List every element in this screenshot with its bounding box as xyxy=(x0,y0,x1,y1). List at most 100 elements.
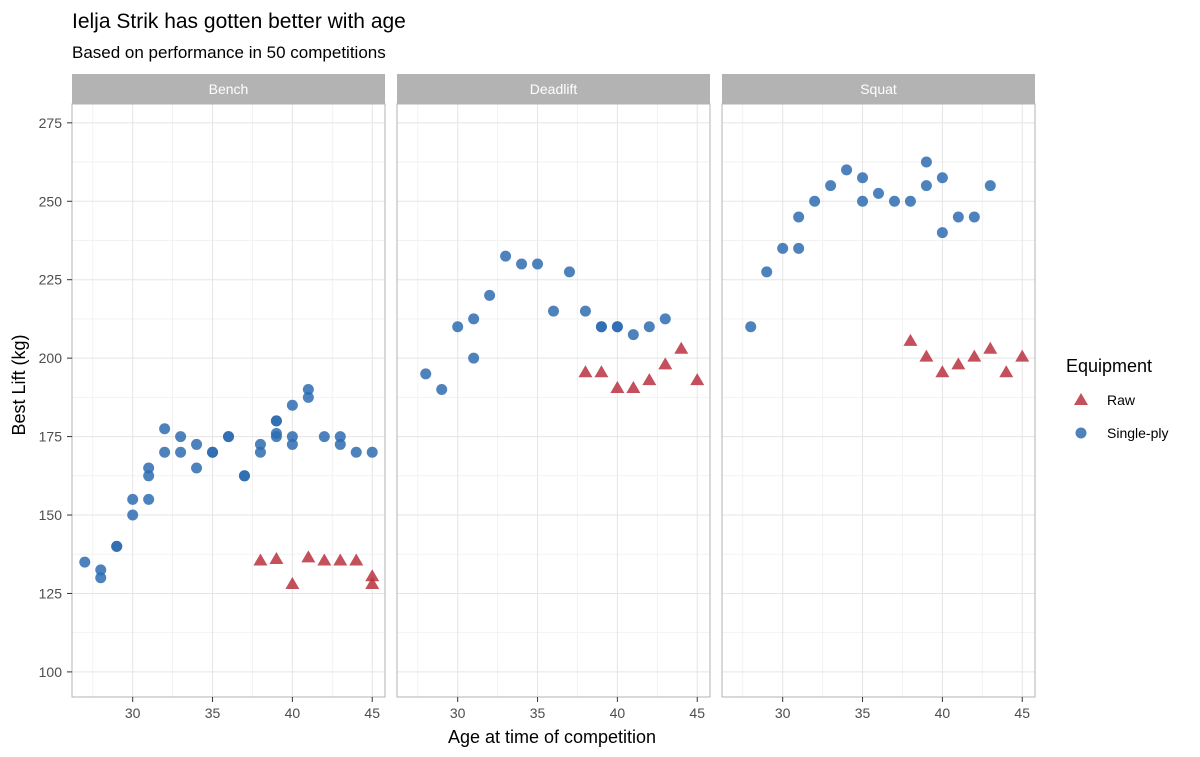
facet-strip xyxy=(722,74,1035,104)
x-tick-label: 45 xyxy=(689,705,705,721)
data-point-raw xyxy=(674,341,689,354)
panel-border xyxy=(396,103,711,698)
y-tick-label: 100 xyxy=(39,664,63,680)
data-point-raw xyxy=(301,550,316,563)
data-point-single-ply xyxy=(127,509,139,521)
data-point-single-ply xyxy=(643,321,655,333)
data-point-single-ply xyxy=(270,415,282,427)
data-point-single-ply xyxy=(825,180,837,192)
panel-border xyxy=(71,103,386,698)
x-tick-label: 30 xyxy=(125,705,141,721)
legend-key-raw xyxy=(1074,393,1088,405)
facet-strip xyxy=(397,74,710,104)
facet-strip xyxy=(72,74,385,104)
data-point-raw xyxy=(935,365,950,378)
x-tick-label: 40 xyxy=(285,705,301,721)
data-point-single-ply xyxy=(888,195,900,207)
y-tick-label: 275 xyxy=(39,115,63,131)
panel-background xyxy=(72,104,385,697)
data-point-single-ply xyxy=(159,446,171,458)
facet-strip-label: Bench xyxy=(209,81,249,97)
data-point-single-ply xyxy=(920,156,932,168)
data-point-raw xyxy=(999,365,1014,378)
x-tick-label: 40 xyxy=(935,705,951,721)
data-point-single-ply xyxy=(159,423,171,435)
x-tick-label: 35 xyxy=(855,705,871,721)
legend-label: Single-ply xyxy=(1107,425,1168,441)
data-point-single-ply xyxy=(143,493,155,505)
x-tick-label: 35 xyxy=(530,705,546,721)
data-point-raw xyxy=(967,349,982,362)
data-point-raw xyxy=(903,333,918,346)
panel-border xyxy=(721,103,1036,698)
data-point-single-ply xyxy=(611,321,623,333)
data-point-single-ply xyxy=(857,195,869,207)
data-point-single-ply xyxy=(873,187,884,199)
y-tick-label: 250 xyxy=(39,193,63,209)
data-point-single-ply xyxy=(254,438,266,450)
data-point-single-ply xyxy=(809,195,821,207)
data-point-single-ply xyxy=(95,572,107,584)
data-point-single-ply xyxy=(627,329,639,341)
data-point-single-ply xyxy=(286,399,298,411)
data-point-raw xyxy=(269,551,284,564)
x-tick-label: 40 xyxy=(610,705,626,721)
data-point-single-ply xyxy=(841,164,853,176)
y-tick-label: 125 xyxy=(39,585,63,601)
data-point-single-ply xyxy=(777,242,789,254)
x-tick-label: 30 xyxy=(450,705,466,721)
facet-panel-squat: Squat 30 35 40 45 xyxy=(721,74,1036,721)
data-point-single-ply xyxy=(745,321,757,333)
data-point-single-ply xyxy=(468,313,480,325)
data-point-single-ply xyxy=(366,446,378,458)
data-point-single-ply xyxy=(143,470,155,482)
facet-panel-deadlift: Deadlift 30 35 40 45 xyxy=(396,74,711,721)
data-point-single-ply xyxy=(952,211,964,223)
data-point-single-ply xyxy=(563,266,575,278)
data-point-raw xyxy=(365,577,380,590)
x-tick-label: 45 xyxy=(364,705,380,721)
legend: Equipment Raw Single-ply xyxy=(1066,356,1168,441)
data-point-single-ply xyxy=(175,446,187,458)
x-tick-label: 30 xyxy=(775,705,791,721)
data-point-single-ply xyxy=(659,313,671,325)
data-point-raw xyxy=(690,373,705,386)
data-point-single-ply xyxy=(857,172,869,184)
data-point-single-ply xyxy=(936,172,948,184)
legend-label: Raw xyxy=(1107,392,1136,408)
data-point-raw xyxy=(983,341,998,354)
data-point-raw xyxy=(919,349,934,362)
y-axis: 100 125 150 175 200 225 250 275 xyxy=(39,115,72,680)
facet-strip-label: Squat xyxy=(860,81,897,97)
data-point-single-ply xyxy=(548,305,559,317)
data-point-single-ply xyxy=(254,446,266,458)
data-point-single-ply xyxy=(516,258,528,270)
data-point-single-ply xyxy=(175,431,187,443)
data-point-single-ply xyxy=(793,211,805,223)
data-point-raw xyxy=(333,553,348,566)
data-point-single-ply xyxy=(420,368,432,380)
data-point-single-ply xyxy=(286,438,298,450)
x-axis-title: Age at time of competition xyxy=(448,727,656,747)
data-point-single-ply xyxy=(302,384,314,396)
y-tick-label: 150 xyxy=(39,507,63,523)
data-point-single-ply xyxy=(191,462,203,474)
data-point-single-ply xyxy=(984,180,996,192)
y-tick-label: 200 xyxy=(39,350,63,366)
facet-panel-bench: Bench 30 35 40 45 xyxy=(71,74,386,721)
data-point-single-ply xyxy=(468,352,480,364)
data-point-raw xyxy=(285,577,300,590)
data-point-raw xyxy=(317,553,332,566)
data-point-single-ply xyxy=(127,493,139,505)
chart-title: Ielja Strik has gotten better with age xyxy=(72,10,406,33)
data-point-single-ply xyxy=(334,431,346,443)
data-point-raw xyxy=(365,569,380,582)
panel-background xyxy=(722,104,1035,697)
data-point-single-ply xyxy=(270,431,282,443)
data-point-single-ply xyxy=(761,266,773,278)
data-point-single-ply xyxy=(452,321,464,333)
facet-strip-label: Deadlift xyxy=(530,81,578,97)
chart-subtitle: Based on performance in 50 competitions xyxy=(72,43,386,62)
data-point-single-ply xyxy=(793,242,805,254)
data-point-raw xyxy=(1015,349,1030,362)
